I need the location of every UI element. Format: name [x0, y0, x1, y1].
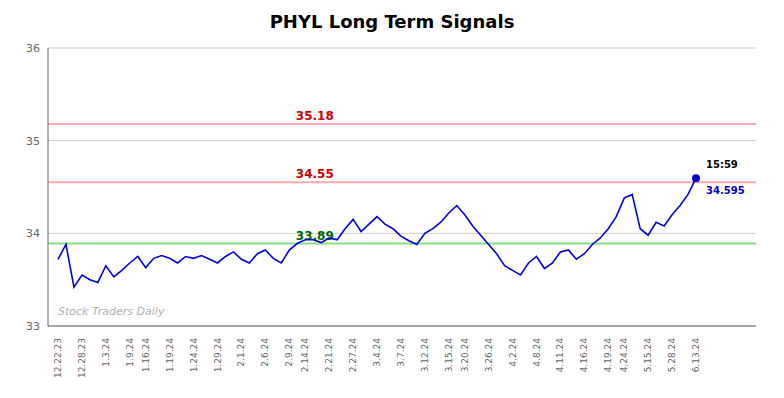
- svg-text:1.24.24: 1.24.24: [189, 338, 199, 373]
- svg-text:1.3.24: 1.3.24: [101, 338, 111, 367]
- svg-text:1.16.24: 1.16.24: [141, 338, 151, 373]
- svg-text:3.7.24: 3.7.24: [396, 338, 406, 367]
- svg-text:2.21.24: 2.21.24: [324, 338, 334, 373]
- html-text:PHYL Long Term Signals: PHYL Long Term Signals: [269, 11, 515, 32]
- svg-text:6.13.24: 6.13.24: [691, 338, 701, 373]
- svg-text:4.8.24: 4.8.24: [532, 338, 542, 367]
- svg-text:4.16.24: 4.16.24: [579, 338, 589, 373]
- svg-text:1.9.24: 1.9.24: [125, 338, 135, 367]
- svg-text:33.89: 33.89: [295, 228, 334, 243]
- svg-text:3.4.24: 3.4.24: [372, 338, 382, 367]
- svg-text:35.18: 35.18: [296, 109, 334, 123]
- svg-text:36: 36: [26, 42, 40, 55]
- svg-text:2.1.24: 2.1.24: [236, 338, 246, 367]
- svg-text:5.15.24: 5.15.24: [643, 338, 653, 373]
- html-text:Stock Traders Daily: Stock Traders Daily: [58, 305, 165, 318]
- svg-text:12.28.23: 12.28.23: [77, 338, 87, 378]
- svg-text:1.29.24: 1.29.24: [213, 338, 223, 373]
- svg-text:3.12.24: 3.12.24: [420, 338, 430, 373]
- svg-text:4.19.24: 4.19.24: [603, 338, 613, 373]
- svg-text:33: 33: [26, 320, 40, 333]
- svg-text:2.14.24: 2.14.24: [300, 338, 310, 373]
- svg-text:34.595: 34.595: [706, 185, 745, 196]
- svg-text:34: 34: [26, 227, 40, 240]
- svg-text:2.9.24: 2.9.24: [284, 338, 294, 367]
- svg-text:3.15.24: 3.15.24: [444, 338, 454, 373]
- svg-text:4.11.24: 4.11.24: [555, 338, 565, 373]
- svg-text:4.2.24: 4.2.24: [508, 338, 518, 367]
- svg-text:4.24.24: 4.24.24: [619, 338, 629, 373]
- svg-text:15:59: 15:59: [706, 159, 738, 170]
- svg-text:12.22.23: 12.22.23: [53, 338, 63, 378]
- svg-text:3.20.24: 3.20.24: [460, 338, 470, 373]
- svg-text:1.19.24: 1.19.24: [165, 338, 175, 373]
- svg-text:34.55: 34.55: [296, 167, 334, 181]
- svg-text:2.27.24: 2.27.24: [348, 338, 358, 373]
- svg-text:35: 35: [26, 135, 40, 148]
- svg-text:2.6.24: 2.6.24: [260, 338, 270, 367]
- svg-text:5.28.24: 5.28.24: [667, 338, 677, 373]
- svg-text:3.26.24: 3.26.24: [484, 338, 494, 373]
